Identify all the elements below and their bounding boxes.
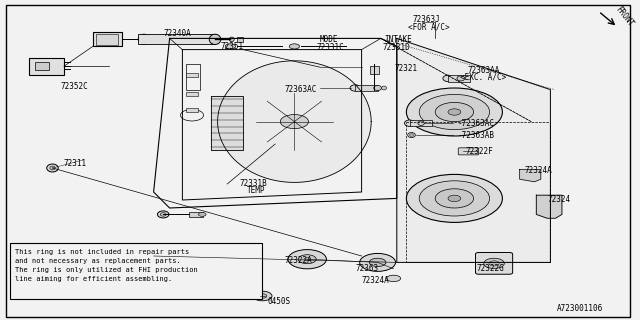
Text: 72363AA: 72363AA [467, 66, 500, 75]
Bar [29, 58, 64, 75]
Text: <EXC. A/C>: <EXC. A/C> [460, 73, 506, 82]
Circle shape [435, 189, 474, 208]
Circle shape [289, 44, 300, 49]
Circle shape [280, 115, 308, 129]
Ellipse shape [418, 121, 424, 125]
Polygon shape [520, 170, 541, 182]
Ellipse shape [350, 85, 360, 91]
Text: 72324: 72324 [547, 196, 570, 204]
Bar [237, 37, 243, 42]
Circle shape [419, 94, 490, 130]
Polygon shape [211, 96, 243, 150]
Text: 72363J: 72363J [413, 15, 440, 24]
Bar [448, 75, 470, 82]
Ellipse shape [387, 275, 401, 282]
Text: MODE: MODE [320, 36, 339, 44]
Text: 72351: 72351 [221, 42, 244, 51]
Text: INTAKE: INTAKE [384, 36, 412, 44]
Text: TEMP: TEMP [246, 186, 265, 195]
Text: 72363AC: 72363AC [285, 85, 317, 94]
Text: 72331D: 72331D [383, 43, 410, 52]
Circle shape [298, 255, 316, 264]
Circle shape [198, 212, 206, 216]
Ellipse shape [443, 75, 453, 82]
Text: 72331C: 72331C [317, 43, 344, 52]
Circle shape [304, 258, 310, 261]
Text: 72322A: 72322A [285, 256, 312, 265]
Ellipse shape [157, 211, 169, 218]
Ellipse shape [457, 76, 465, 81]
Bar [186, 64, 200, 90]
Circle shape [369, 258, 386, 267]
Ellipse shape [404, 120, 415, 126]
Circle shape [448, 195, 461, 202]
Bar [355, 85, 378, 91]
Circle shape [406, 174, 502, 222]
Text: 72311: 72311 [64, 159, 87, 168]
Circle shape [419, 181, 490, 216]
Ellipse shape [50, 166, 55, 170]
Circle shape [360, 253, 396, 271]
Ellipse shape [209, 34, 221, 44]
Ellipse shape [381, 86, 387, 90]
Bar [186, 92, 198, 96]
Circle shape [253, 291, 272, 301]
Bar [189, 212, 203, 217]
Text: FRONT: FRONT [613, 5, 634, 28]
Ellipse shape [410, 134, 413, 136]
Bar [93, 32, 122, 46]
Bar [186, 73, 198, 77]
Circle shape [225, 44, 236, 49]
Bar [138, 34, 215, 44]
Text: 72352C: 72352C [61, 82, 88, 91]
Text: 72363: 72363 [355, 264, 378, 273]
Text: 72322G: 72322G [477, 264, 504, 273]
Bar [35, 62, 49, 70]
Text: -72363AC: -72363AC [458, 119, 495, 128]
Polygon shape [397, 38, 550, 262]
Circle shape [448, 109, 461, 115]
Ellipse shape [408, 132, 415, 138]
Circle shape [484, 258, 504, 268]
Ellipse shape [374, 85, 381, 91]
Text: <FOR A/C>: <FOR A/C> [408, 22, 449, 31]
Text: 72331B: 72331B [240, 180, 268, 188]
Circle shape [258, 294, 267, 298]
Ellipse shape [138, 34, 150, 44]
Text: A723001106: A723001106 [557, 304, 603, 313]
Circle shape [435, 102, 474, 122]
Ellipse shape [47, 164, 58, 172]
Text: This ring is not included in repair parts
and not necessary as replacement parts: This ring is not included in repair part… [15, 249, 198, 282]
Text: 0450S: 0450S [268, 297, 291, 306]
Ellipse shape [160, 212, 166, 216]
Circle shape [489, 261, 499, 266]
Bar [186, 108, 198, 112]
Ellipse shape [229, 37, 234, 42]
Bar [370, 66, 379, 74]
Text: 72324A: 72324A [525, 166, 552, 175]
Circle shape [406, 88, 502, 136]
FancyBboxPatch shape [458, 148, 479, 155]
Bar [10, 243, 262, 299]
Polygon shape [218, 61, 371, 182]
Text: -72363AB: -72363AB [458, 132, 495, 140]
Polygon shape [536, 195, 562, 218]
Text: 72340A: 72340A [163, 29, 191, 38]
Circle shape [288, 250, 326, 269]
Bar [96, 34, 118, 45]
Bar [410, 120, 432, 126]
Text: 72322F: 72322F [466, 148, 493, 156]
Text: 72324A: 72324A [362, 276, 389, 285]
Text: 72321: 72321 [395, 64, 418, 73]
FancyBboxPatch shape [476, 252, 513, 274]
